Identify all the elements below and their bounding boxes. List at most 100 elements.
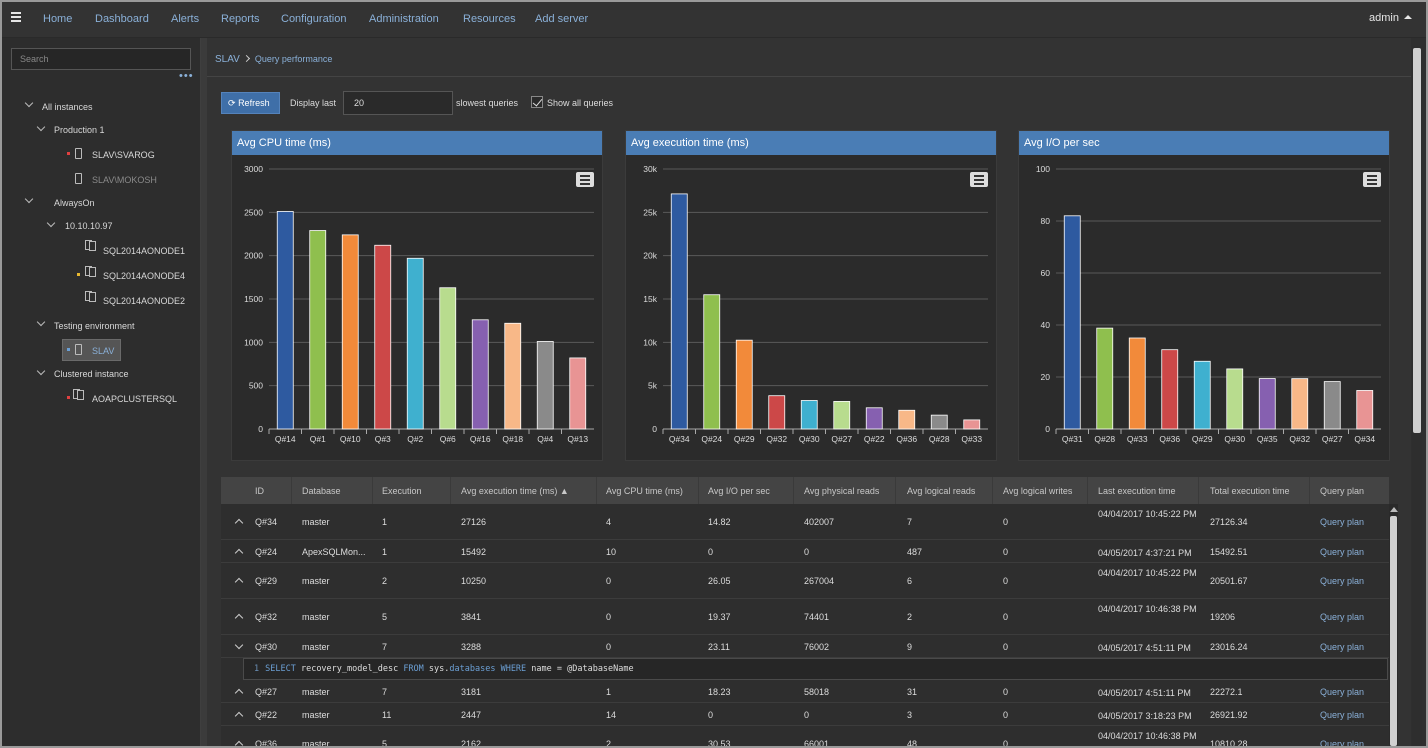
hamburger-menu-icon[interactable] bbox=[11, 12, 21, 22]
chevron-down-icon[interactable] bbox=[36, 317, 46, 327]
bar-Q31[interactable] bbox=[1063, 215, 1081, 430]
tree-node-slav-mokosh[interactable]: SLAV\MOKOSH bbox=[92, 175, 157, 185]
table-row[interactable]: Q#32 master 5 3841 0 19.37 74401 2 0 04/04/2017 1… bbox=[221, 599, 1389, 635]
tree-node-aoapclustersql[interactable]: AOAPCLUSTERSQL bbox=[92, 394, 178, 404]
bar-Q34[interactable] bbox=[670, 193, 688, 430]
col-avg-exec-time[interactable]: Avg execution time (ms) ▲ bbox=[461, 486, 569, 496]
breadcrumb-root[interactable]: SLAV bbox=[215, 54, 240, 65]
query-plan-link[interactable]: Query plan bbox=[1320, 612, 1365, 622]
bar-Q36[interactable] bbox=[898, 409, 916, 430]
bar-Q6[interactable] bbox=[439, 287, 457, 430]
query-plan-link[interactable]: Query plan bbox=[1320, 517, 1365, 527]
col-avg-io[interactable]: Avg I/O per sec bbox=[708, 486, 770, 496]
chevron-up-icon[interactable] bbox=[234, 688, 244, 697]
display-last-input[interactable]: 20 bbox=[343, 91, 453, 115]
chevron-up-icon[interactable] bbox=[234, 548, 244, 557]
show-all-checkbox[interactable] bbox=[531, 96, 543, 108]
bar-Q35[interactable] bbox=[1258, 378, 1276, 430]
nav-administration[interactable]: Administration bbox=[369, 13, 439, 25]
bar-Q32[interactable] bbox=[768, 395, 786, 430]
bar-Q30[interactable] bbox=[800, 400, 818, 430]
bar-Q33[interactable] bbox=[963, 419, 981, 430]
refresh-button[interactable]: ⟳ Refresh bbox=[221, 92, 280, 114]
col-id[interactable]: ID bbox=[255, 486, 264, 496]
bar-Q27[interactable] bbox=[833, 401, 851, 430]
query-plan-link[interactable]: Query plan bbox=[1320, 546, 1365, 557]
query-plan-link[interactable]: Query plan bbox=[1320, 576, 1365, 586]
bar-Q18[interactable] bbox=[504, 322, 522, 430]
table-row[interactable]: Q#22 master 11 2447 14 0 0 3 0 04/05/2017 3:18:23… bbox=[221, 703, 1389, 726]
tree-node-all-instances[interactable]: All instances bbox=[42, 102, 93, 112]
bar-Q28[interactable] bbox=[930, 414, 948, 430]
more-options-icon[interactable]: ••• bbox=[179, 70, 194, 82]
query-plan-link[interactable]: Query plan bbox=[1320, 709, 1365, 720]
chevron-up-icon[interactable] bbox=[234, 613, 244, 623]
bar-Q24[interactable] bbox=[703, 294, 721, 430]
col-last-exec[interactable]: Last execution time bbox=[1098, 486, 1176, 496]
bar-Q13[interactable] bbox=[569, 357, 587, 430]
bar-Q27[interactable] bbox=[1323, 381, 1341, 430]
chevron-down-icon[interactable] bbox=[36, 122, 46, 132]
scroll-up-icon[interactable] bbox=[1390, 507, 1398, 512]
bar-Q29[interactable] bbox=[735, 339, 753, 430]
bar-Q10[interactable] bbox=[341, 234, 359, 430]
table-row[interactable]: Q#27 master 7 3181 1 18.23 58018 31 0 04/05/2017 … bbox=[221, 680, 1389, 703]
col-phys-reads[interactable]: Avg physical reads bbox=[804, 486, 880, 496]
sql-text-panel[interactable]: 1 SELECT recovery_model_desc FROM sys.dat… bbox=[243, 658, 1388, 680]
page-scroll-thumb[interactable] bbox=[1413, 48, 1421, 433]
col-total-exec[interactable]: Total execution time bbox=[1210, 486, 1290, 496]
bar-Q3[interactable] bbox=[374, 244, 392, 430]
bar-Q30[interactable] bbox=[1226, 368, 1244, 430]
user-menu[interactable]: admin bbox=[1369, 12, 1412, 24]
bar-Q2[interactable] bbox=[406, 257, 424, 430]
col-execution[interactable]: Execution bbox=[382, 486, 422, 496]
col-logical-writes[interactable]: Avg logical writes bbox=[1003, 486, 1073, 496]
chevron-up-icon[interactable] bbox=[234, 711, 244, 720]
bar-Q1[interactable] bbox=[309, 230, 327, 430]
bar-Q34[interactable] bbox=[1356, 390, 1374, 430]
nav-reports[interactable]: Reports bbox=[221, 13, 260, 25]
query-plan-link[interactable]: Query plan bbox=[1320, 641, 1365, 652]
tree-node-slav-svarog[interactable]: SLAV\SVAROG bbox=[92, 150, 155, 160]
col-query-plan[interactable]: Query plan bbox=[1320, 486, 1365, 496]
nav-home[interactable]: Home bbox=[43, 13, 73, 25]
nav-alerts[interactable]: Alerts bbox=[171, 13, 200, 25]
tree-node-slav[interactable]: SLAV bbox=[92, 346, 115, 356]
table-row[interactable]: Q#24 ApexSQLMon... 1 15492 10 0 0 487 0 04/05/201… bbox=[221, 540, 1389, 563]
search-input[interactable]: Search bbox=[11, 48, 191, 70]
bar-Q14[interactable] bbox=[276, 211, 294, 430]
bar-Q16[interactable] bbox=[471, 319, 489, 430]
bar-Q32[interactable] bbox=[1291, 378, 1309, 430]
query-plan-link[interactable]: Query plan bbox=[1320, 686, 1365, 697]
sidebar-splitter[interactable] bbox=[201, 38, 207, 746]
col-avg-cpu[interactable]: Avg CPU time (ms) bbox=[606, 486, 683, 496]
chevron-up-icon[interactable] bbox=[234, 577, 244, 587]
chart-menu-icon[interactable] bbox=[1363, 172, 1381, 187]
tree-node-sql2014aonode2[interactable]: SQL2014AONODE2 bbox=[103, 296, 186, 306]
table-row[interactable]: Q#36 master 5 2162 2 30.53 66001 48 0 04/04/2017 … bbox=[221, 726, 1389, 748]
query-plan-link[interactable]: Query plan bbox=[1320, 739, 1365, 748]
table-scrollbar[interactable] bbox=[1389, 504, 1398, 746]
tree-node-testing-environment[interactable]: Testing environment bbox=[54, 321, 135, 331]
scroll-thumb[interactable] bbox=[1390, 516, 1397, 746]
bar-Q22[interactable] bbox=[865, 407, 883, 430]
nav-dashboard[interactable]: Dashboard bbox=[95, 13, 149, 25]
chevron-up-icon[interactable] bbox=[234, 518, 244, 528]
tree-node-production-1[interactable]: Production 1 bbox=[54, 125, 105, 135]
chevron-down-icon[interactable] bbox=[46, 218, 56, 228]
tree-node-clustered-instance[interactable]: Clustered instance bbox=[54, 369, 129, 379]
table-row[interactable]: Q#29 master 2 10250 0 26.05 267004 6 0 04/04/2017… bbox=[221, 563, 1389, 599]
bar-Q29[interactable] bbox=[1193, 360, 1211, 430]
col-logical-reads[interactable]: Avg logical reads bbox=[907, 486, 976, 496]
chart-menu-icon[interactable] bbox=[970, 172, 988, 187]
bar-Q36[interactable] bbox=[1161, 349, 1179, 430]
nav-configuration[interactable]: Configuration bbox=[281, 13, 347, 25]
chart-menu-icon[interactable] bbox=[576, 172, 594, 187]
chevron-down-icon[interactable] bbox=[234, 640, 244, 649]
tree-node-alwayson[interactable]: AlwaysOn bbox=[54, 198, 95, 208]
chevron-up-icon[interactable] bbox=[234, 740, 244, 746]
table-row[interactable]: Q#34 master 1 27126 4 14.82 402007 7 0 04/04/2017… bbox=[221, 504, 1389, 540]
bar-Q4[interactable] bbox=[536, 341, 554, 430]
tree-node-sql2014aonode4[interactable]: SQL2014AONODE4 bbox=[103, 271, 186, 281]
col-database[interactable]: Database bbox=[302, 486, 341, 496]
